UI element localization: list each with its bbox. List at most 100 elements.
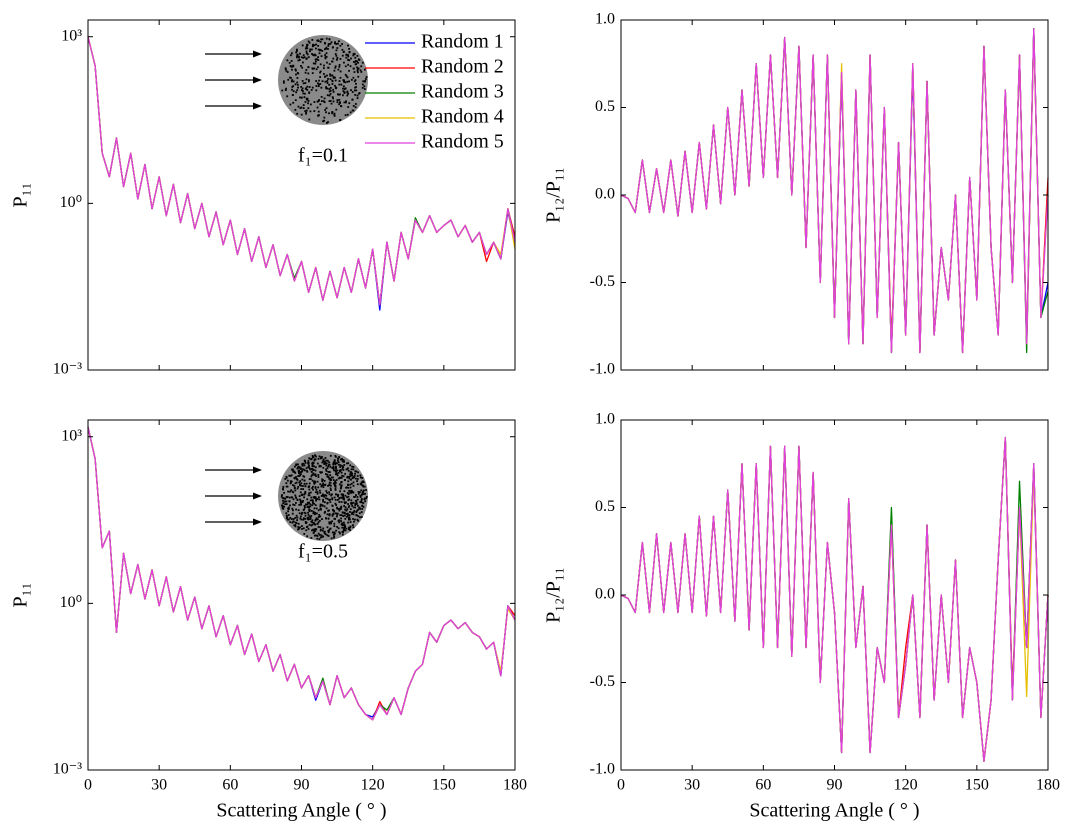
inclusion <box>347 54 350 56</box>
inclusion <box>298 59 301 61</box>
inclusion <box>301 44 304 47</box>
inclusion <box>326 74 328 77</box>
inclusion <box>343 101 346 104</box>
inclusion <box>326 61 328 64</box>
inclusion <box>313 482 316 485</box>
inclusion <box>332 77 335 79</box>
inclusion <box>328 471 331 473</box>
inclusion <box>280 495 283 498</box>
series-line <box>87 36 516 306</box>
arrow-head <box>253 518 262 526</box>
inclusion <box>321 518 323 521</box>
inclusion <box>326 502 329 505</box>
inclusion <box>340 523 343 526</box>
inclusion <box>339 477 341 480</box>
inclusion <box>332 76 335 78</box>
inclusion <box>338 80 341 82</box>
inclusion <box>361 86 364 89</box>
inclusion <box>319 491 322 494</box>
inclusion <box>331 60 333 63</box>
inclusion <box>363 485 366 488</box>
y-tick-label: 1.0 <box>595 11 615 28</box>
inclusion <box>339 70 342 73</box>
inclusion <box>290 77 292 79</box>
inclusion <box>296 487 299 490</box>
inclusion <box>287 510 289 513</box>
inclusion <box>329 86 332 89</box>
x-tick-label: 150 <box>432 777 456 794</box>
inclusion <box>297 59 300 62</box>
y-tick-label: -0.5 <box>590 273 615 290</box>
inclusion <box>312 53 314 56</box>
inclusion <box>336 507 339 510</box>
inclusion <box>347 58 350 61</box>
inclusion <box>323 119 326 122</box>
inclusion <box>317 66 319 69</box>
inclusion <box>352 526 355 529</box>
inclusion <box>320 55 323 58</box>
inclusion <box>307 516 310 519</box>
inclusion <box>353 474 356 477</box>
inclusion <box>334 502 337 505</box>
inclusion <box>304 522 307 525</box>
inclusion <box>326 80 329 82</box>
inclusion <box>317 496 320 499</box>
inclusion <box>292 101 295 104</box>
inclusion <box>298 472 300 475</box>
inclusion <box>321 478 324 481</box>
inclusion <box>362 80 365 83</box>
inclusion <box>304 71 307 74</box>
inclusion <box>295 481 298 484</box>
plot-frame <box>620 419 1049 771</box>
inclusion <box>287 490 290 493</box>
inclusion <box>328 499 331 501</box>
inclusion <box>299 471 302 474</box>
x-axis-label: Scattering Angle ( ° ) <box>216 800 386 822</box>
inclusion <box>312 522 315 525</box>
inclusion <box>360 501 363 504</box>
inclusion <box>303 517 305 520</box>
inclusion <box>295 50 298 53</box>
inclusion <box>315 43 317 46</box>
inclusion <box>328 509 330 512</box>
inclusion <box>352 53 355 56</box>
inclusion <box>334 462 337 464</box>
inclusion <box>346 512 349 515</box>
inclusion <box>360 499 363 502</box>
inclusion <box>347 506 350 509</box>
inclusion <box>285 69 288 72</box>
inclusion <box>290 468 293 471</box>
inclusion <box>313 459 316 462</box>
inclusion <box>314 530 317 532</box>
inclusion <box>333 532 336 535</box>
inclusion <box>315 498 318 500</box>
inclusion <box>296 519 299 521</box>
inclusion <box>311 473 314 476</box>
inclusion <box>335 512 337 515</box>
inclusion <box>321 456 323 458</box>
inclusion <box>326 534 329 537</box>
inclusion <box>293 477 296 480</box>
inclusion <box>335 108 338 111</box>
inclusion <box>311 519 314 522</box>
inclusion <box>328 521 331 524</box>
inclusion <box>358 512 361 515</box>
inclusion <box>329 501 332 503</box>
inclusion <box>334 487 337 490</box>
inclusion <box>289 64 292 67</box>
inclusion <box>304 87 307 90</box>
inclusion <box>318 519 321 522</box>
inclusion <box>315 475 317 477</box>
inclusion <box>319 40 322 43</box>
inclusion <box>303 469 306 472</box>
inclusion <box>337 461 340 464</box>
inclusion <box>331 514 334 517</box>
inclusion <box>348 50 351 53</box>
inclusion <box>332 461 335 463</box>
inclusion <box>300 518 303 521</box>
inclusion <box>361 477 364 479</box>
inclusion <box>335 43 338 45</box>
inclusion <box>333 113 336 116</box>
inclusion <box>342 521 345 524</box>
inclusion <box>360 498 363 500</box>
